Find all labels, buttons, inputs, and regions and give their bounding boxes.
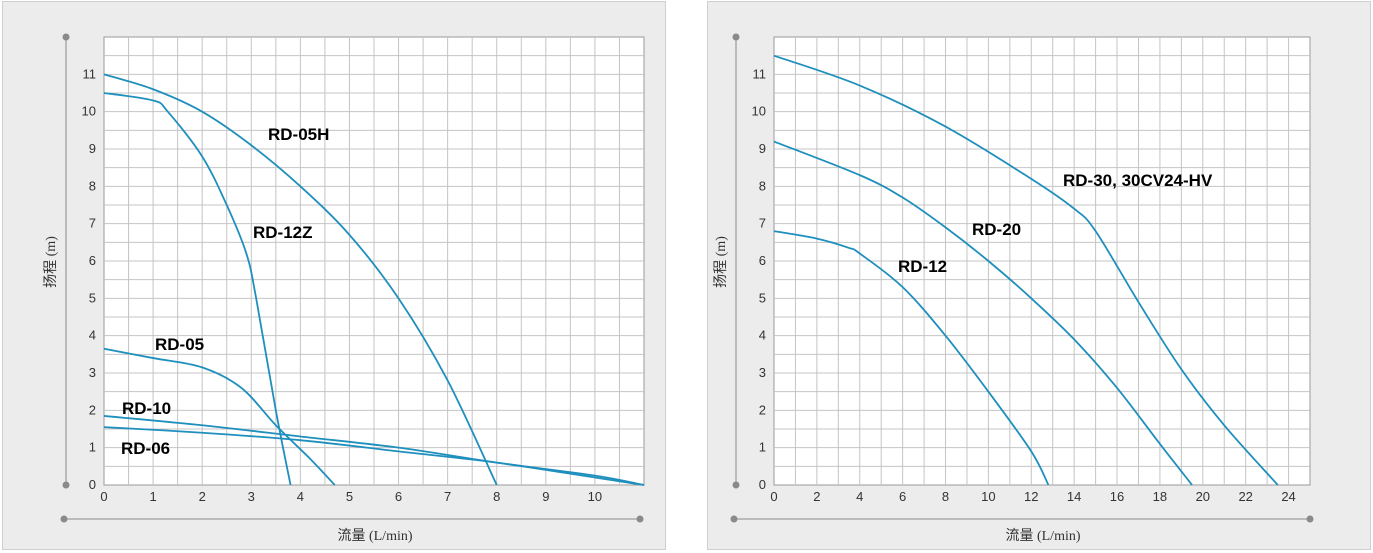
left-x-tick-label: 9 (542, 489, 549, 504)
left-y-axis-dot-bottom (62, 481, 70, 489)
series-line-rd-12 (773, 230, 1050, 486)
right-y-axis-title: 扬程 (m) (713, 236, 729, 288)
left-x-tick-label: 6 (395, 489, 402, 504)
right-x-axis-dot-right (1306, 515, 1314, 523)
series-label-rd-06: RD-06 (121, 439, 170, 458)
series-line-rd-10 (103, 415, 645, 486)
series-line-rd-12z (103, 92, 292, 486)
left-y-tick-label: 5 (89, 290, 96, 305)
left-x-tick-label: 1 (149, 489, 156, 504)
right-x-tick-label: 4 (856, 489, 863, 504)
right-x-tick-label: 10 (981, 489, 995, 504)
right-y-tick-label: 2 (759, 402, 766, 417)
series-line-rd-30-30cv24-hv (773, 54, 1279, 486)
left-y-tick-label: 3 (89, 365, 96, 380)
right-x-tick-label: 0 (770, 489, 777, 504)
series-label-rd-10: RD-10 (122, 399, 171, 418)
left-x-tick-label: 3 (248, 489, 255, 504)
right-y-tick-label: 4 (759, 328, 766, 343)
series-label-rd-12z: RD-12Z (253, 223, 313, 242)
left-y-axis-title: 扬程 (m) (43, 236, 59, 288)
right-y-tick-label: 3 (759, 365, 766, 380)
right-y-tick-label: 8 (759, 178, 766, 193)
left-x-tick-label: 0 (100, 489, 107, 504)
left-y-tick-label: 6 (89, 253, 96, 268)
right-y-tick-label: 5 (759, 290, 766, 305)
right-y-tick-label: 9 (759, 141, 766, 156)
right-y-axis-dot-top (732, 33, 740, 41)
series-label-rd-20: RD-20 (972, 220, 1021, 239)
right-x-tick-label: 6 (899, 489, 906, 504)
right-x-axis-title: 流量 (L/min) (1005, 528, 1080, 544)
right-x-tick-label: 24 (1281, 489, 1295, 504)
series-label-rd-05: RD-05 (155, 335, 204, 354)
right-y-tick-label: 0 (759, 477, 766, 492)
left-x-axis-title: 流量 (L/min) (337, 528, 412, 544)
right-y-tick-label: 7 (759, 216, 766, 231)
right-y-axis-dot-bottom (732, 481, 740, 489)
right-x-tick-label: 16 (1110, 489, 1124, 504)
left-y-tick-label: 10 (82, 104, 96, 119)
series-line-rd-06 (103, 426, 645, 486)
left-y-tick-label: 2 (89, 402, 96, 417)
left-x-tick-label: 5 (346, 489, 353, 504)
right-x-tick-label: 12 (1024, 489, 1038, 504)
right-x-tick-label: 2 (813, 489, 820, 504)
series-line-rd-05 (103, 347, 336, 486)
right-y-tick-label: 11 (753, 66, 767, 81)
left-x-tick-label: 8 (493, 489, 500, 504)
left-x-axis-dot-left (60, 515, 68, 523)
right-x-tick-label: 14 (1067, 489, 1081, 504)
left-y-tick-label: 9 (89, 141, 96, 156)
right-x-tick-label: 20 (1196, 489, 1210, 504)
left-y-tick-label: 1 (89, 440, 96, 455)
left-y-tick-label: 0 (89, 477, 96, 492)
left-y-tick-label: 4 (89, 328, 96, 343)
left-y-tick-label: 8 (89, 178, 96, 193)
right-x-tick-label: 8 (942, 489, 949, 504)
series-label-rd-05h: RD-05H (268, 125, 329, 144)
left-y-tick-label: 11 (83, 66, 97, 81)
series-label-rd-12: RD-12 (898, 257, 947, 276)
right-y-tick-label: 6 (759, 253, 766, 268)
left-x-axis-dot-right (636, 515, 644, 523)
left-y-axis-dot-top (62, 33, 70, 41)
series-label-rd-30-30cv24-hv: RD-30, 30CV24-HV (1063, 171, 1213, 190)
left-x-tick-label: 4 (297, 489, 304, 504)
series-line-rd-20 (773, 140, 1193, 486)
right-x-axis-dot-left (730, 515, 738, 523)
series-line-rd-05h (103, 73, 498, 486)
right-x-tick-label: 22 (1238, 489, 1252, 504)
left-x-tick-label: 7 (444, 489, 451, 504)
right-y-tick-label: 10 (752, 104, 766, 119)
right-y-tick-label: 1 (759, 440, 766, 455)
left-x-tick-label: 2 (199, 489, 206, 504)
right-x-tick-label: 18 (1153, 489, 1167, 504)
left-x-tick-label: 10 (588, 489, 602, 504)
left-y-tick-label: 7 (89, 216, 96, 231)
